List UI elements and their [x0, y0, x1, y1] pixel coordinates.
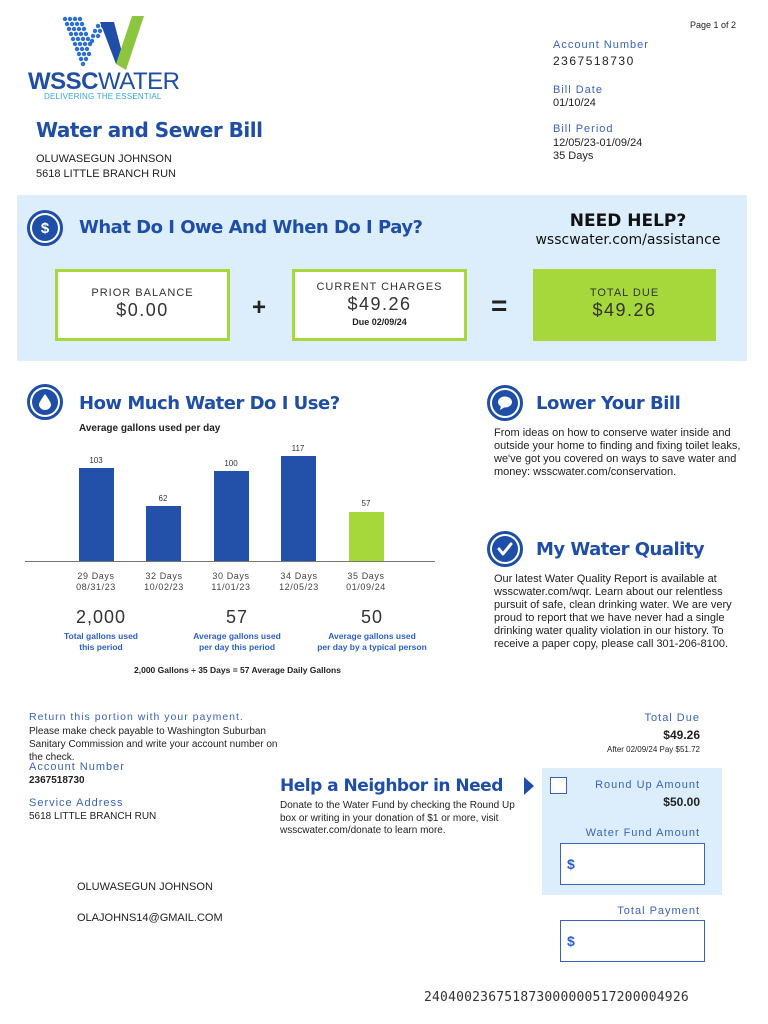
plus-sign: + [252, 294, 267, 321]
chart-bar-5-current [349, 512, 384, 561]
chart-bar-3 [214, 471, 249, 561]
round-up-label: Round Up Amount [595, 779, 700, 791]
logo-tagline: DELIVERING THE ESSENTIAL [44, 92, 162, 101]
customer-name: OLUWASEGUN JOHNSON [36, 153, 172, 165]
bar-value-5: 57 [361, 499, 371, 508]
assistance-link[interactable]: wsscwater.com/assistance [535, 232, 721, 248]
x-label-1: 29 Days 08/31/23 [76, 571, 116, 592]
owe-heading: What Do I Owe And When Do I Pay? [79, 217, 423, 238]
stub-account-number: 2367518730 [29, 775, 85, 786]
service-address-label: Service Address [29, 797, 124, 809]
x-label-3: 30 Days 11/01/23 [211, 571, 251, 592]
equals-sign: = [491, 290, 508, 321]
mailing-name: OLUWASEGUN JOHNSON [77, 881, 213, 893]
current-charges-due: Due 02/09/24 [352, 317, 407, 327]
water-fund-label: Water Fund Amount [585, 827, 700, 839]
prior-balance-label: PRIOR BALANCE [91, 287, 194, 299]
total-payment-input[interactable]: $ [560, 920, 705, 962]
x-label-2: 32 Days 10/02/23 [144, 571, 184, 592]
bill-period: 12/05/23-01/09/24 [553, 137, 643, 149]
chart-bar-4 [281, 456, 316, 561]
check-instructions: Please make check payable to Washington … [29, 726, 278, 763]
total-gallons-value: 2,000 [75, 607, 127, 627]
bill-period-label: Bill Period [553, 123, 614, 135]
dollar-icon: $ [27, 210, 63, 246]
total-due-box: TOTAL DUE $49.26 [533, 269, 716, 341]
bar-value-1: 103 [89, 456, 103, 465]
water-drop-icon [27, 384, 63, 420]
usage-formula: 2,000 Gallons ÷ 35 Days = 57 Average Dai… [134, 665, 341, 675]
logo-brand-light: WATER [98, 68, 180, 95]
usage-heading: How Much Water Do I Use? [79, 393, 340, 414]
water-quality-heading: My Water Quality [536, 539, 705, 560]
help-neighbor-heading: Help a Neighbor in Need [280, 776, 503, 796]
bar-value-2: 62 [158, 494, 168, 503]
mailing-email: OLAJOHNS14@GMAIL.COM [77, 912, 223, 924]
current-charges-label: CURRENT CHARGES [316, 281, 443, 293]
chart-baseline [25, 561, 435, 562]
total-due-label: TOTAL DUE [589, 287, 660, 299]
logo-wordmark: WSSCWATER [28, 68, 180, 96]
prior-balance-value: $0.00 [116, 300, 169, 320]
logo-w-icon [62, 16, 144, 70]
total-payment-label: Total Payment [617, 905, 700, 917]
service-address: 5618 LITTLE BRANCH RUN [29, 811, 157, 822]
chart-subtitle: Average gallons used per day [79, 423, 221, 434]
round-up-checkbox[interactable] [550, 777, 567, 794]
need-help-title: NEED HELP? [569, 211, 687, 231]
checkmark-icon [487, 531, 523, 567]
x-label-4: 34 Days 12/05/23 [279, 571, 319, 592]
lower-bill-heading: Lower Your Bill [536, 393, 681, 414]
chart-bar-2 [146, 506, 181, 561]
current-charges-box: CURRENT CHARGES $49.26 Due 02/09/24 [292, 269, 467, 341]
typical-gallons-label: Average gallons used per day by a typical… [317, 631, 427, 652]
prior-balance-box: PRIOR BALANCE $0.00 [55, 269, 230, 341]
late-payment-note: After 02/09/24 Pay $51.72 [607, 745, 700, 754]
arrow-right-icon [524, 777, 534, 795]
dollar-prefix: $ [567, 933, 575, 949]
bar-value-3: 100 [224, 459, 238, 468]
x-label-5: 35 Days 01/09/24 [346, 571, 386, 592]
dollar-prefix: $ [567, 856, 575, 872]
wssc-logo-mark [28, 14, 188, 104]
total-gallons-label: Total gallons used this period [64, 631, 138, 652]
page-number: Page 1 of 2 [690, 20, 737, 30]
logo-brand-bold: WSSC [28, 68, 99, 95]
customer-address: 5618 LITTLE BRANCH RUN [36, 168, 176, 180]
bar-value-4: 117 [291, 444, 305, 453]
account-number-label: Account Number [553, 39, 649, 51]
current-charges-value: $49.26 [347, 294, 412, 314]
account-number: 2367518730 [553, 54, 635, 68]
water-fund-amount-input[interactable]: $ [560, 843, 705, 885]
typical-gallons-value: 50 [360, 607, 384, 627]
stub-account-label: Account Number [29, 761, 125, 773]
avg-gallons-value: 57 [225, 607, 249, 627]
avg-gallons-label: Average gallons used per day this period [193, 631, 281, 652]
chart-bar-1 [79, 468, 114, 561]
total-due-value: $49.26 [592, 300, 657, 320]
help-neighbor-body: Donate to the Water Fund by checking the… [280, 800, 515, 836]
bill-date-label: Bill Date [553, 84, 603, 96]
bill-days: 35 Days [553, 150, 594, 162]
lower-bill-body: From ideas on how to conserve water insi… [494, 427, 741, 478]
return-portion-label: Return this portion with your payment. [29, 711, 244, 723]
stub-total-due: $49.26 [663, 728, 700, 742]
page-title: Water and Sewer Bill [36, 118, 263, 142]
speech-bubble-icon [487, 385, 523, 421]
scanline-code: 240400236751873000000517200004926 [424, 990, 689, 1005]
bill-date: 01/10/24 [553, 97, 596, 109]
stub-total-due-label: Total Due [644, 712, 700, 724]
round-up-amount: $50.00 [663, 795, 700, 809]
water-quality-body: Our latest Water Quality Report is avail… [494, 573, 732, 650]
